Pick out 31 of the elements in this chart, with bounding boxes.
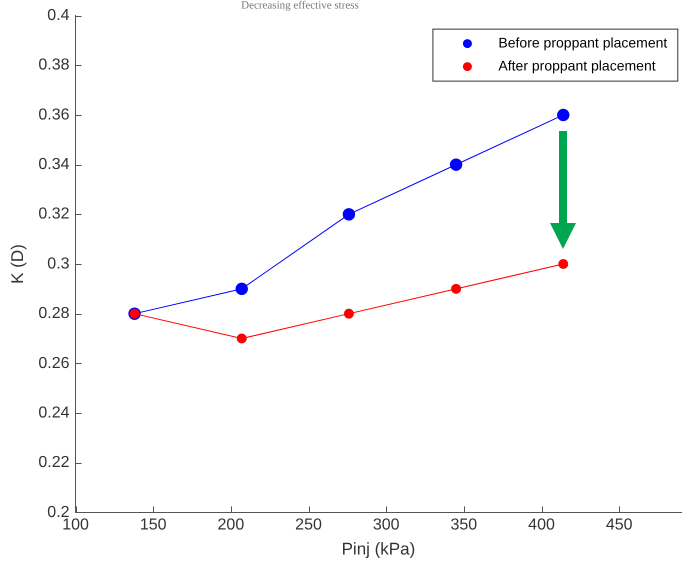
point — [557, 108, 570, 122]
x-axis-title: Pinj (kPa) — [342, 539, 416, 558]
point — [236, 334, 247, 344]
x-tick-label: 250 — [295, 516, 322, 534]
point — [558, 259, 568, 269]
point — [451, 284, 462, 294]
y-tick-label: 0.34 — [38, 156, 70, 174]
legend-label: After proppant placement — [498, 57, 656, 74]
legend-label: Before proppant placement — [498, 34, 668, 50]
x-tick-label: 100 — [62, 516, 89, 534]
y-tick-label: 0.28 — [38, 305, 70, 322]
y-tick-label: 0.38 — [38, 56, 70, 74]
y-tick-label: 0.24 — [38, 404, 70, 422]
y-tick-label: 0.3 — [47, 255, 70, 272]
x-tick-label: 200 — [218, 516, 244, 534]
point — [450, 158, 462, 171]
point — [344, 308, 354, 319]
text: Decreasing effective stress — [241, 0, 359, 12]
y-tick-label: 0.22 — [38, 454, 70, 472]
point — [236, 282, 248, 296]
y-tick-label: 0.26 — [38, 354, 70, 372]
x-tick-label: 400 — [528, 516, 555, 534]
y-tick-label: 0.4 — [47, 7, 70, 24]
y-tick-label: 0.32 — [38, 206, 70, 223]
x-tick-label: 300 — [372, 516, 400, 534]
x-tick-label: 150 — [140, 516, 167, 534]
point — [342, 208, 356, 221]
y-axis-title: K (D) — [8, 244, 27, 284]
x-tick-label: 450 — [606, 516, 633, 534]
x-tick-label: 350 — [450, 516, 478, 534]
y-tick-label: 0.36 — [38, 106, 70, 124]
